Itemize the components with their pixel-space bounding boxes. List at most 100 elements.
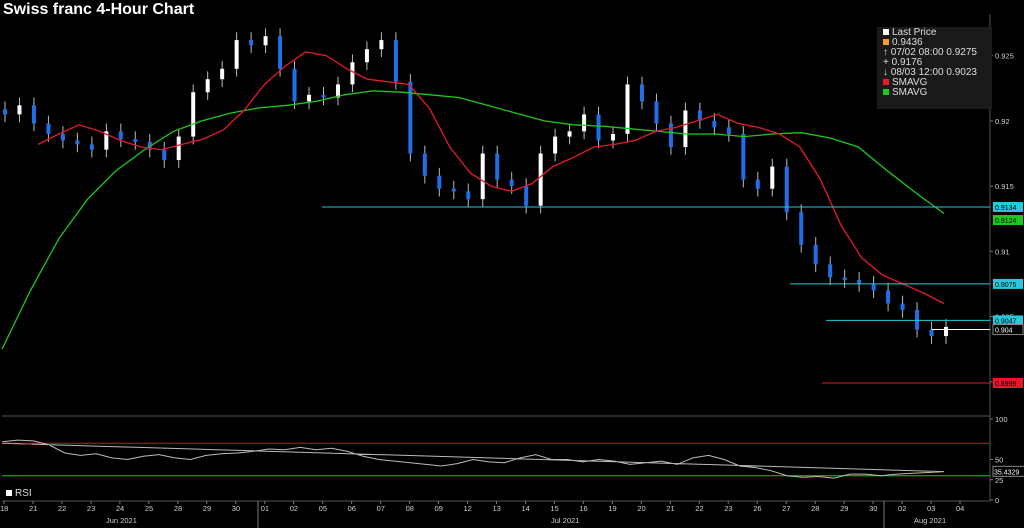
date-tick-label: 26: [753, 504, 761, 513]
candle-body: [582, 114, 587, 132]
date-tick-label: 24: [116, 504, 124, 513]
candle-body: [234, 40, 239, 69]
candle-body: [422, 153, 427, 176]
candle-body: [886, 290, 891, 304]
candle-body: [639, 84, 644, 102]
date-tick-label: 12: [464, 504, 472, 513]
sma-fast-line: [37, 51, 945, 305]
chart-title: Swiss franc 4-Hour Chart: [3, 1, 195, 18]
rsi-last-value: 35.4329: [994, 469, 1019, 476]
candle-body: [162, 149, 167, 161]
candle-body: [379, 40, 384, 50]
date-tick-label: 25: [145, 504, 153, 513]
sma-slow-line: [1, 90, 945, 350]
candle-body: [755, 179, 760, 189]
candle-body: [828, 264, 833, 278]
candle-body: [697, 110, 702, 121]
candle-body: [104, 131, 109, 150]
rsi-last-tag: [992, 465, 1024, 477]
date-tick-label: 14: [521, 504, 529, 513]
date-tick-label: 28: [174, 504, 182, 513]
candle-body: [509, 179, 514, 187]
date-tick-label: 13: [492, 504, 500, 513]
price-level-tag: [992, 324, 1024, 336]
date-tick-label: 27: [782, 504, 790, 513]
month-label: Jun 2021: [106, 516, 137, 525]
candle-body: [451, 188, 456, 192]
legend-mid: + 0.9176: [883, 57, 923, 68]
candle-body: [292, 68, 297, 102]
candle-body: [393, 40, 398, 82]
date-tick-label: 09: [435, 504, 443, 513]
candle-body: [741, 133, 746, 180]
price-level-tag: [993, 315, 1023, 326]
date-tick-label: 02: [290, 504, 298, 513]
candle-body: [538, 153, 543, 206]
price-level-tag: [993, 378, 1023, 389]
candle-body: [408, 81, 413, 154]
candle-body: [466, 191, 471, 200]
candle-body: [596, 114, 601, 141]
candle-body: [335, 84, 340, 98]
candle-body: [915, 309, 920, 330]
price-tick-label: 0.915: [995, 182, 1014, 191]
candle-body: [929, 329, 934, 337]
candle-body: [567, 131, 572, 137]
date-tick-label: 22: [695, 504, 703, 513]
candle-body: [683, 110, 688, 147]
candle-body: [364, 49, 369, 63]
date-tick-label: 19: [608, 504, 616, 513]
legend-smavg-fast: SMAVG: [883, 78, 992, 88]
candle-body: [437, 175, 442, 189]
candle-body: [263, 36, 268, 46]
date-tick-label: 08: [406, 504, 414, 513]
candle-body: [350, 62, 355, 85]
candle-body: [944, 326, 948, 337]
legend-smavg-slow: SMAVG: [883, 88, 992, 98]
month-label: Jul 2021: [551, 516, 579, 525]
candle-body: [611, 133, 616, 141]
rsi-tick-label: 50: [995, 456, 1003, 465]
date-tick-label: 02: [898, 504, 906, 513]
candle-body: [770, 166, 775, 189]
candle-body: [553, 136, 558, 154]
date-tick-label: 03: [927, 504, 935, 513]
legend-last-price: Last Price: [883, 28, 992, 38]
chart-legend: Last Price 0.9436 ↑ 07/02 08:00 0.9275 +…: [877, 27, 992, 109]
date-tick-label: 07: [377, 504, 385, 513]
candle-body: [900, 303, 905, 310]
date-tick-label: 29: [840, 504, 848, 513]
date-tick-label: 29: [203, 504, 211, 513]
date-tick-label: 06: [348, 504, 356, 513]
candle-body: [133, 139, 138, 142]
candle-body: [726, 127, 731, 134]
date-tick-label: 15: [550, 504, 558, 513]
candle-body: [249, 40, 254, 46]
price-level-tag-label: 0.9047: [995, 318, 1017, 325]
rsi-tick-label: 0: [995, 496, 999, 505]
candle-body: [495, 153, 500, 180]
price-tick-label: 0.925: [995, 52, 1014, 61]
date-tick-label: 30: [869, 504, 877, 513]
candle-body: [176, 136, 181, 161]
candle-body: [524, 186, 529, 206]
legend-high: ↑ 07/02 08:00 0.9275: [883, 47, 977, 58]
candle-body: [278, 36, 283, 69]
date-tick-label: 18: [0, 504, 8, 513]
candle-body: [118, 131, 123, 140]
date-tick-label: 16: [579, 504, 587, 513]
price-tick-label: 0.92: [995, 117, 1010, 126]
candle-body: [654, 101, 659, 124]
candle-body: [75, 140, 80, 145]
date-tick-label: 21: [29, 504, 37, 513]
candle-body: [307, 94, 312, 102]
price-level-tag-label: 0.8999: [995, 381, 1017, 388]
legend-last-price-value: 0.9436: [883, 38, 992, 48]
candle-body: [799, 212, 804, 245]
candle-body: [89, 144, 94, 150]
candle-body: [480, 153, 485, 200]
date-tick-label: 23: [87, 504, 95, 513]
candle-body: [784, 166, 789, 213]
candle-body: [321, 94, 326, 98]
